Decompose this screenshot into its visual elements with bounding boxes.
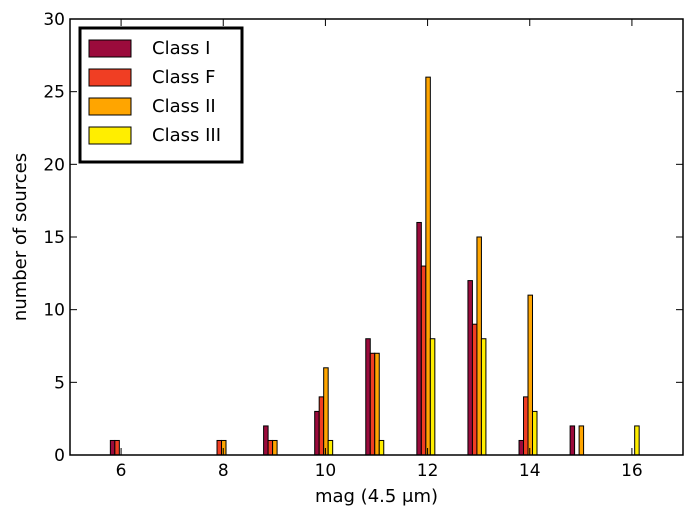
y-tick-label: 20 bbox=[43, 155, 65, 175]
x-tick-label: 6 bbox=[116, 461, 127, 481]
bar-class-f-bin-12 bbox=[420, 265, 427, 456]
x-tick-label: 10 bbox=[315, 461, 337, 481]
legend-label: Class III bbox=[152, 125, 221, 146]
bar-class-ii-bin-8 bbox=[221, 439, 227, 456]
bar-class-i-bin-10 bbox=[314, 410, 320, 456]
bar-class-i-bin-15 bbox=[569, 425, 576, 456]
legend-label: Class II bbox=[152, 96, 216, 117]
bar-class-ii-bin-12 bbox=[425, 76, 431, 456]
x-tick-label: 12 bbox=[417, 461, 439, 481]
x-tick-label: 14 bbox=[519, 461, 541, 481]
bar-class-i-bin-9 bbox=[263, 425, 269, 456]
bar-class-ii-bin-15 bbox=[578, 425, 585, 456]
y-tick-label: 15 bbox=[43, 228, 65, 248]
bar-class-f-bin-10 bbox=[318, 396, 325, 456]
y-tick-label: 10 bbox=[43, 301, 65, 321]
y-tick-label: 25 bbox=[43, 83, 65, 103]
bar-class-i-bin-11 bbox=[365, 338, 371, 456]
bar-class-f-bin-11 bbox=[369, 352, 376, 456]
y-tick-label: 30 bbox=[43, 10, 65, 30]
y-axis-title: number of sources bbox=[10, 153, 31, 321]
legend-swatch bbox=[88, 126, 132, 145]
bar-class-iii-bin-12 bbox=[429, 338, 436, 456]
bar-class-ii-bin-14 bbox=[527, 294, 534, 456]
bar-class-ii-bin-11 bbox=[374, 352, 380, 456]
bar-class-iii-bin-10 bbox=[327, 439, 334, 456]
bar-class-iii-bin-11 bbox=[378, 439, 385, 456]
bar-class-i-bin-13 bbox=[467, 280, 473, 456]
bar-class-f-bin-13 bbox=[471, 323, 478, 456]
legend-swatch bbox=[88, 39, 132, 58]
legend-swatch bbox=[88, 68, 132, 87]
ticks-group: 6 8 10 12 14 16 0 5 10 15 20 25 30 bbox=[43, 10, 683, 481]
bar-class-i-bin-12 bbox=[416, 221, 422, 456]
bar-class-iii-bin-13 bbox=[480, 338, 487, 456]
legend-swatch bbox=[88, 97, 132, 116]
x-tick-label: 16 bbox=[621, 461, 643, 481]
bar-class-f-bin-14 bbox=[523, 396, 529, 456]
bar-class-iii-bin-14 bbox=[532, 410, 538, 456]
bar-class-f-bin-8 bbox=[216, 439, 223, 456]
y-tick-label: 5 bbox=[54, 373, 65, 393]
legend-label: Class I bbox=[152, 38, 210, 59]
bar-class-ii-bin-9 bbox=[272, 439, 278, 456]
bar-class-ii-bin-13 bbox=[476, 236, 482, 456]
bar-class-i-bin-14 bbox=[518, 439, 525, 456]
legend-label: Class F bbox=[152, 67, 215, 88]
bar-class-ii-bin-10 bbox=[323, 367, 329, 456]
bar-class-f-bin-9 bbox=[267, 439, 274, 456]
bars-group bbox=[109, 76, 640, 456]
x-axis-title: mag (4.5 μm) bbox=[315, 486, 438, 507]
legend: Class I Class F Class II Class III bbox=[78, 26, 244, 164]
plot-frame bbox=[69, 18, 684, 456]
bar-class-iii-bin-16 bbox=[634, 425, 640, 456]
bar-class-i-bin-6 bbox=[109, 439, 116, 456]
bar-class-f-bin-6 bbox=[114, 439, 120, 456]
x-tick-label: 8 bbox=[218, 461, 229, 481]
y-tick-label: 0 bbox=[54, 446, 65, 466]
